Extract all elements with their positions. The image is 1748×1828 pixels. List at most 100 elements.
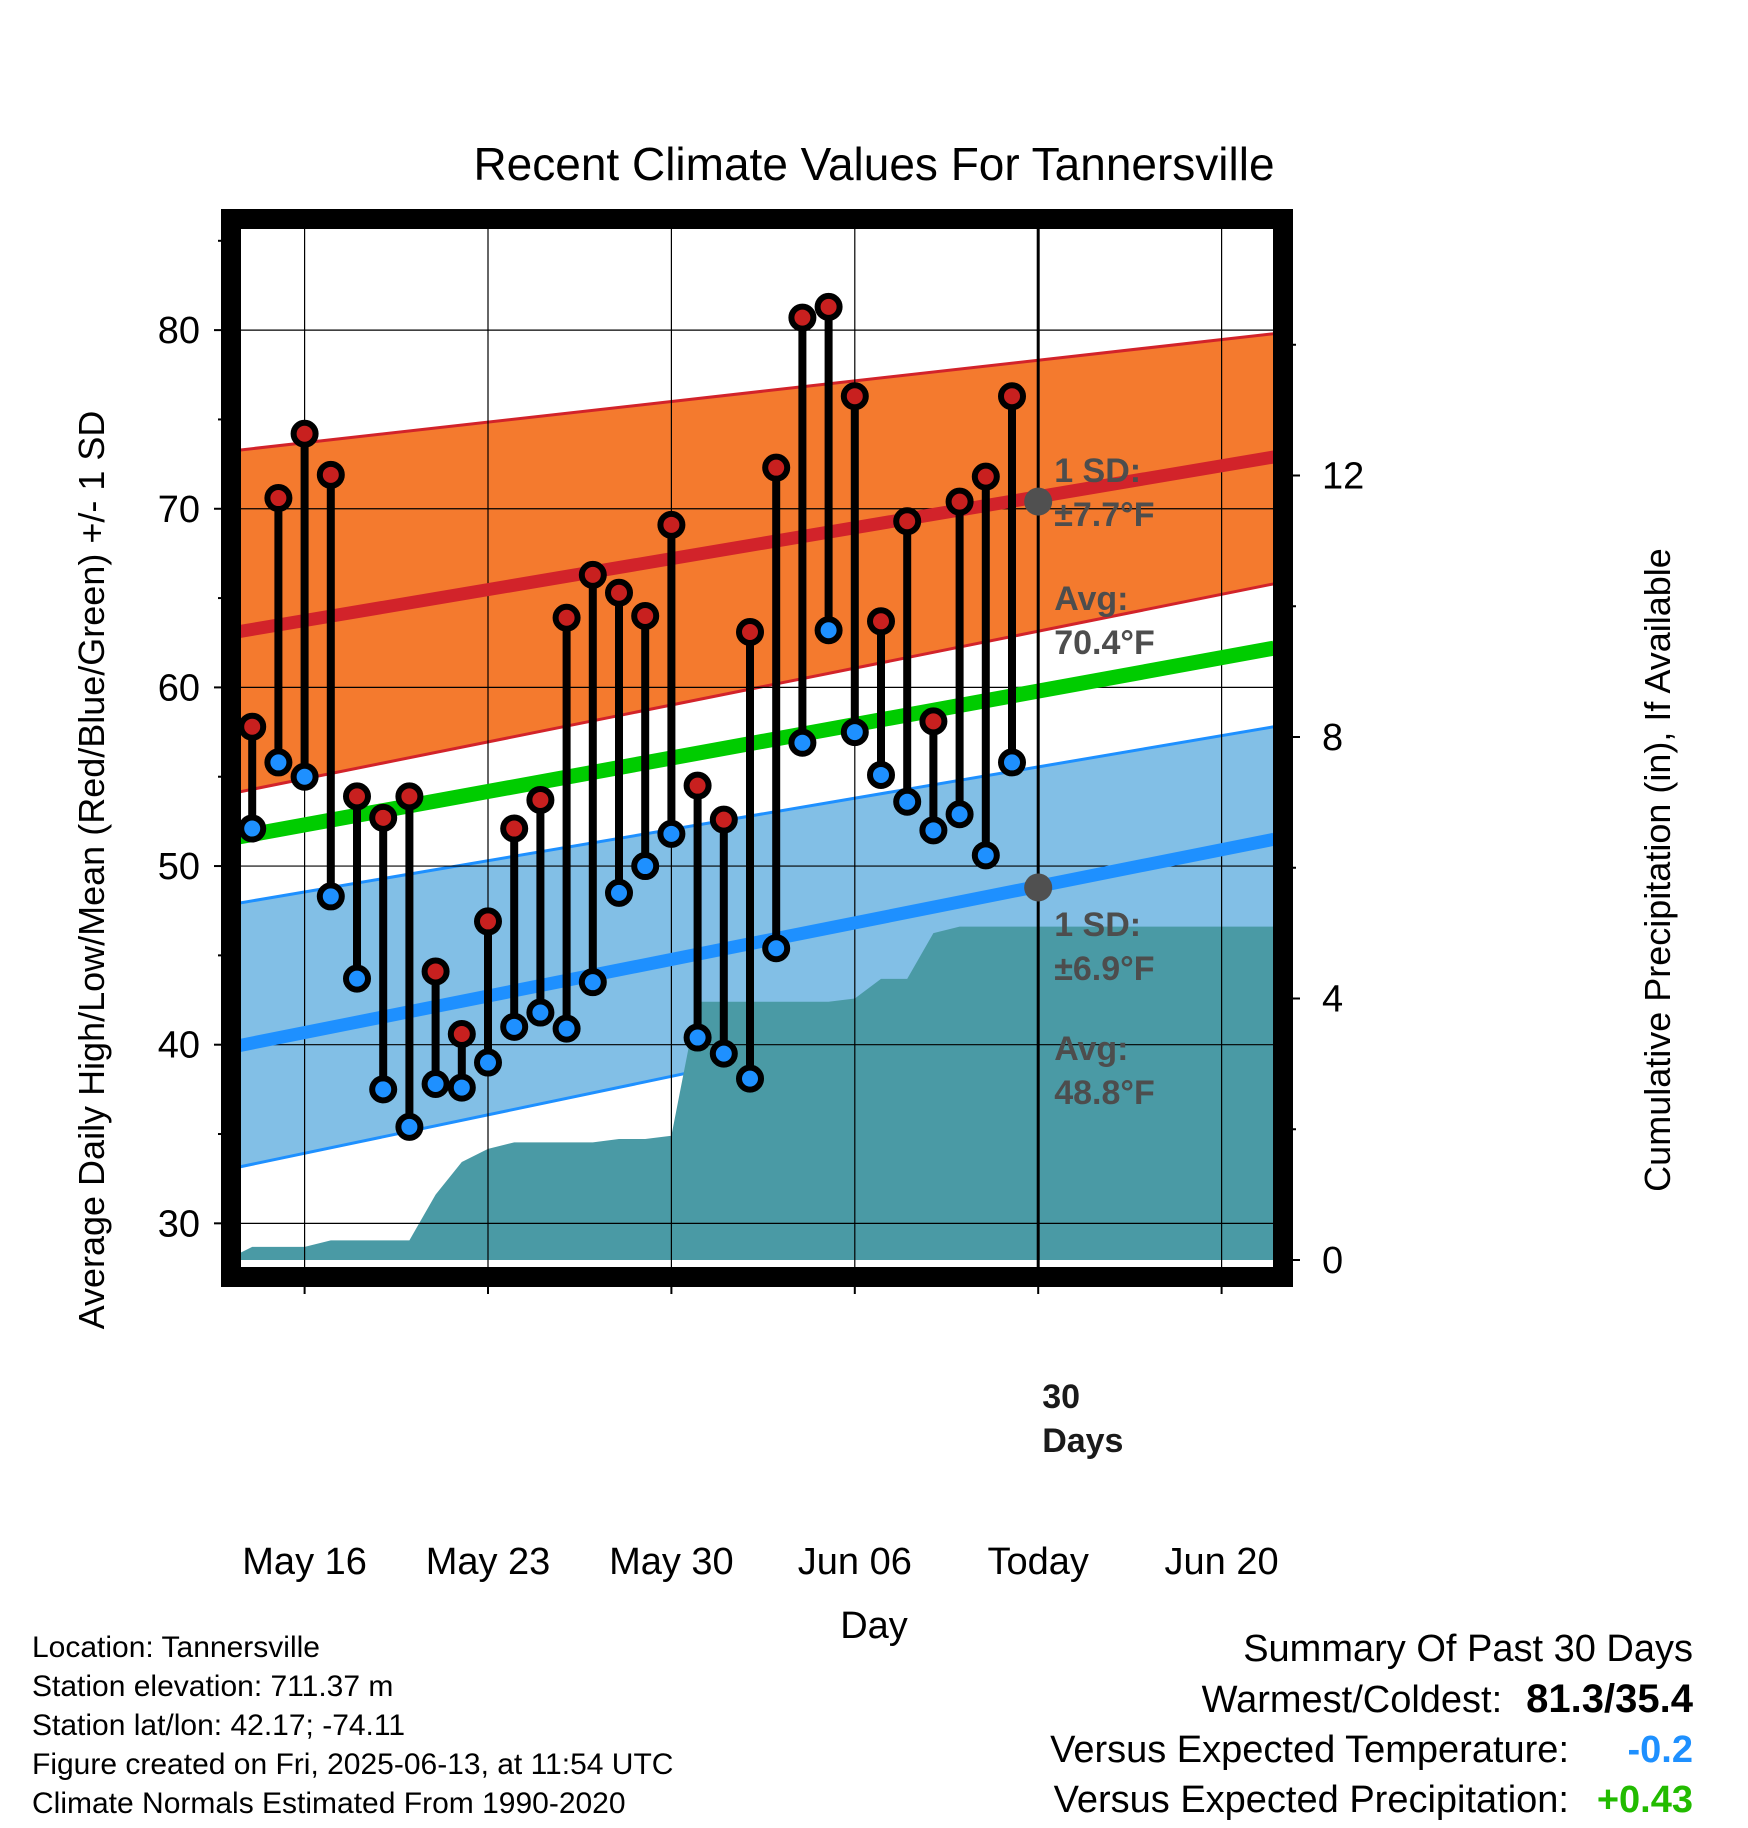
high-temp-point	[971, 462, 1000, 491]
low-avg-label: Avg:	[1054, 1030, 1128, 1068]
low-temp-point	[264, 748, 293, 777]
temp-label: Versus Expected Temperature:	[1050, 1729, 1569, 1771]
high-temp-point	[369, 803, 398, 832]
low-temp-point	[474, 1048, 502, 1077]
high-temp-point	[919, 707, 948, 736]
low-temp-point	[578, 968, 607, 997]
y-tick-label: 80	[158, 310, 200, 352]
y2-axis-label: Cumulative Precipitation (in), If Availa…	[1637, 548, 1678, 1192]
low-temp-point	[605, 878, 633, 907]
low-temp-point	[867, 760, 895, 789]
low-temp-point	[736, 1064, 764, 1093]
low-temp-point	[316, 882, 345, 911]
high-temp-point	[867, 607, 895, 636]
low-temp-point	[238, 814, 267, 843]
high-sd-upper-edge	[225, 332, 1275, 454]
low-sd-label: 1 SD:	[1054, 906, 1141, 944]
low-temp-point	[840, 718, 869, 747]
y-axis-label: Average Daily High/Low/Mean (Red/Blue/Gr…	[71, 411, 112, 1330]
high-temp-point	[945, 487, 974, 516]
high-avg-label: Avg:	[1054, 580, 1128, 618]
high-temp-point	[578, 560, 607, 589]
low-temp-point	[788, 728, 817, 757]
window-label-number: 30	[1042, 1378, 1080, 1416]
created-text: Figure created on Fri, 2025-06-13, at 11…	[32, 1748, 674, 1781]
low-temp-point	[683, 1023, 712, 1052]
plot-area: 1 SD: ±7.7°F Avg: 70.4°F 1 SD: ±6.9°F Avg: 48.8…	[158, 209, 1364, 1583]
today-low-normal-dot	[1024, 873, 1053, 902]
high-temp-point	[500, 814, 529, 843]
plot-frame	[221, 209, 1293, 1287]
summary-panel: Summary Of Past 30 Days Warmest/Coldest:…	[1050, 1624, 1693, 1825]
warmest-label: Warmest/Coldest:	[1201, 1679, 1503, 1721]
today-high-normal-dot	[1024, 487, 1053, 516]
low-sd-value: ±6.9°F	[1054, 950, 1154, 988]
high-temp-point	[395, 782, 424, 811]
y2-tick-label: 4	[1322, 979, 1343, 1021]
high-temp-point	[552, 603, 581, 632]
elevation-text: Station elevation: 711.37 m	[32, 1670, 394, 1703]
latlon-text: Station lat/lon: 42.17; -74.11	[32, 1709, 406, 1742]
window-label-days: Days	[1042, 1422, 1123, 1460]
high-temp-point	[998, 382, 1026, 411]
x-tick-label: Jun 20	[1165, 1541, 1279, 1583]
summary-precip-row: Versus Expected Precipitation: +0.43	[1050, 1775, 1693, 1825]
low-temp-point	[290, 762, 319, 791]
low-temp-point	[919, 816, 948, 845]
low-temp-point	[447, 1073, 476, 1102]
y2-tick-label: 12	[1322, 456, 1364, 498]
x-tick-label: May 30	[609, 1541, 734, 1583]
summary-temp-row: Versus Expected Temperature: -0.2	[1050, 1725, 1693, 1775]
high-average-line	[224, 450, 1276, 641]
high-avg-value: 70.4°F	[1054, 624, 1155, 662]
y-tick-label: 30	[158, 1203, 200, 1245]
low-temp-point	[395, 1112, 424, 1141]
high-sd-label: 1 SD:	[1054, 452, 1141, 490]
high-temp-point	[343, 782, 371, 811]
x-tick-label: May 23	[426, 1541, 551, 1583]
low-temp-point	[552, 1014, 581, 1043]
high-temp-point	[605, 578, 633, 607]
x-tick-label: May 16	[242, 1541, 367, 1583]
y2-tick-label: 0	[1322, 1240, 1343, 1282]
low-temp-point	[369, 1075, 398, 1104]
high-temp-point	[736, 618, 764, 647]
low-temp-point	[998, 748, 1026, 777]
low-avg-value: 48.8°F	[1054, 1074, 1155, 1112]
high-temp-point	[474, 907, 502, 936]
y-tick-label: 50	[158, 846, 200, 888]
high-temp-point	[290, 419, 319, 448]
low-temp-point	[500, 1012, 529, 1041]
high-temp-point	[657, 510, 686, 539]
high-temp-point	[421, 957, 450, 986]
high-temp-point	[238, 712, 267, 741]
x-tick-label: Today	[987, 1541, 1088, 1583]
low-temp-point	[343, 964, 371, 993]
high-temp-point	[788, 303, 817, 332]
high-temp-point	[840, 382, 869, 411]
summary-warmest-row: Warmest/Coldest: 81.3/35.4	[1050, 1674, 1693, 1725]
y-tick-label: 70	[158, 489, 200, 531]
low-temp-point	[709, 1039, 738, 1068]
low-temp-point	[945, 800, 974, 829]
x-axis-label: Day	[840, 1605, 908, 1647]
high-temp-point	[814, 292, 843, 321]
high-temp-point	[683, 771, 712, 800]
x-tick-label: Jun 06	[798, 1541, 912, 1583]
low-temp-point	[631, 852, 660, 881]
chart-title: Recent Climate Values For Tannersville	[473, 138, 1274, 190]
y-tick-label: 40	[158, 1025, 200, 1067]
high-temp-point	[316, 460, 345, 489]
low-temp-point	[814, 616, 843, 645]
location-text: Location: Tannersville	[32, 1631, 320, 1664]
high-temp-point	[631, 601, 660, 630]
high-temp-point	[264, 484, 293, 513]
low-temp-point	[657, 819, 686, 848]
high-temp-point	[709, 805, 738, 834]
high-temp-point	[893, 507, 922, 536]
low-temp-point	[421, 1069, 450, 1098]
summary-title: Summary Of Past 30 Days	[1243, 1628, 1693, 1670]
y2-tick-label: 8	[1322, 717, 1343, 759]
low-temp-point	[971, 841, 1000, 870]
